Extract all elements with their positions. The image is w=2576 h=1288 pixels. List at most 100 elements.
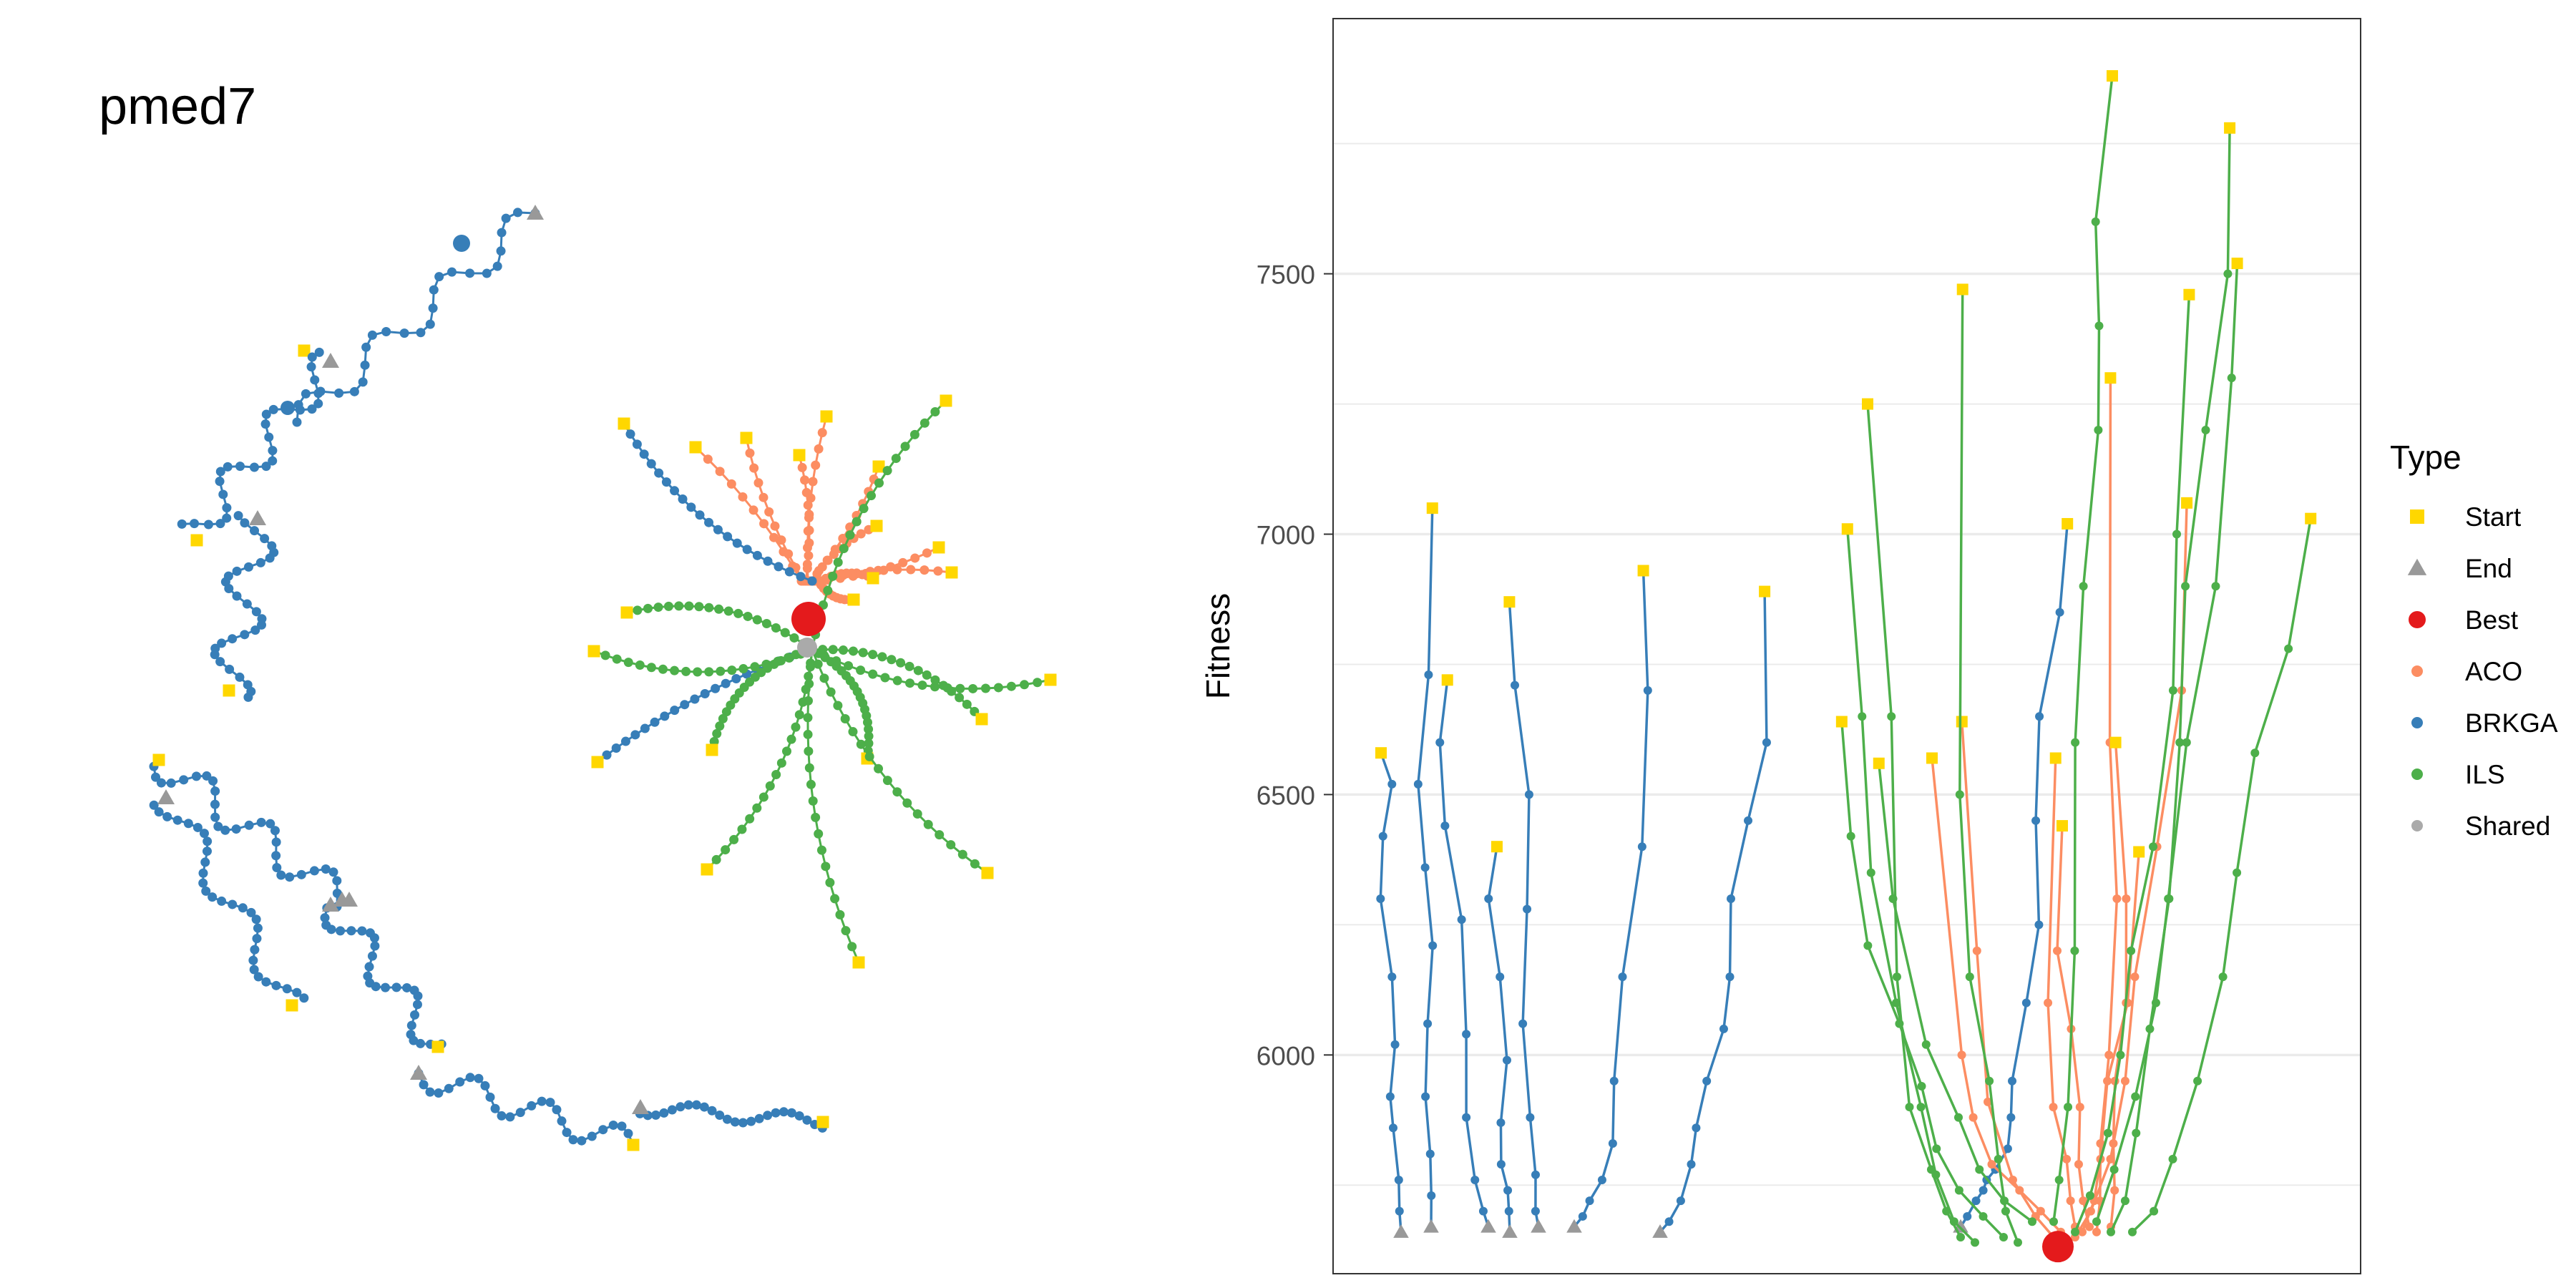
y-tick-label: 7500 [1257,260,1315,290]
brkga-node [215,519,225,529]
brkga-node [611,743,621,753]
brkga-node [246,907,256,917]
start-marker [223,684,235,697]
brkga-node [215,477,225,487]
ils-point [2103,1128,2112,1138]
ils-node [663,601,673,611]
ils-node [803,713,813,723]
ils-point [1892,972,1901,982]
ils-point [1955,790,1964,799]
ils-point [2001,1206,2010,1216]
ils-point [2079,582,2088,591]
aco-point [2049,1103,2058,1112]
brkga-node [228,634,238,644]
ils-node [771,769,781,779]
aco-node [892,565,902,575]
brkga-point [1526,1113,1535,1122]
brkga-node [505,1112,515,1122]
brkga-point [1484,894,1493,903]
brkga-node [515,1108,525,1118]
ils-node [653,602,663,613]
brkga-node [369,933,379,943]
brkga-point [2021,998,2031,1008]
panel-title: pmed7 [99,78,257,135]
brkga-node [699,1102,709,1112]
ils-node [781,746,791,756]
aco-node [856,529,866,539]
ils-node [776,655,786,665]
brkga-point [1963,1211,1972,1221]
brkga-node [292,417,302,427]
ils-node [714,604,724,614]
ils-node [643,603,653,613]
ils-node [794,710,804,720]
brkga-node [625,429,635,439]
ils-node [821,862,831,872]
series-ils [1835,70,2317,1247]
aco-point [1957,1050,1966,1060]
brkga-node [296,869,306,879]
ils-node [912,809,922,819]
aco-point [2106,1154,2115,1163]
y-axis-label: Fitness [1199,593,1236,699]
ils-node [848,727,858,737]
brkga-node [200,857,210,867]
brkga-node [301,389,311,399]
brkga-node [562,1128,572,1138]
aco-node [738,492,748,502]
ils-node [1033,678,1043,688]
brkga-node [608,1120,618,1130]
legend-label: End [2465,554,2512,583]
ils-node [816,845,826,855]
aco-node [919,565,930,575]
brkga-node [686,502,696,512]
ils-node [623,658,633,668]
brkga-node [492,261,502,271]
ils-node [745,814,755,824]
brkga-node [268,446,278,456]
ils-node [993,683,1003,693]
start-marker [1637,565,1649,577]
ils-node [784,653,794,663]
brkga-node [713,525,723,535]
ils-point [2145,1024,2155,1033]
brkga-point [1496,1160,1506,1169]
brkga-trajectory [1417,508,1434,1227]
brkga-point [1496,1118,1506,1127]
ils-point [2128,1227,2137,1236]
ils-point [2284,644,2293,653]
brkga-point [1389,1123,1398,1133]
aco-node [811,460,821,470]
brkga-node [704,517,714,527]
brkga-point [1387,779,1397,789]
brkga-node [730,1117,740,1127]
brkga-node [271,980,281,990]
ils-point [2175,738,2185,747]
brkga-point [1726,894,1735,903]
brkga-point [1702,1076,1712,1085]
brkga-node [210,650,220,660]
ils-node [838,645,848,655]
start-marker [1044,673,1057,686]
brkga-node [482,268,492,278]
brkga-node [695,510,705,520]
brkga-trajectory [1487,846,1511,1232]
series-brkga [1375,502,2074,1238]
brkga-node [678,494,688,504]
aco-node [703,454,713,464]
brkga-node [336,926,346,936]
start-marker [701,863,713,876]
ils-node [808,796,818,806]
brkga-node [149,800,159,810]
brkga-node [285,872,295,882]
brkga-point [1470,1175,1480,1184]
brkga-point [1531,1170,1540,1179]
brkga-node [367,330,377,340]
ils-point [2107,1227,2115,1236]
legend-title: Type [2390,439,2462,476]
start-marker [1926,752,1938,764]
brkga-node [268,456,278,466]
brkga-point [1385,1092,1395,1101]
gridlines [1333,142,2361,1186]
end-marker [249,510,266,525]
